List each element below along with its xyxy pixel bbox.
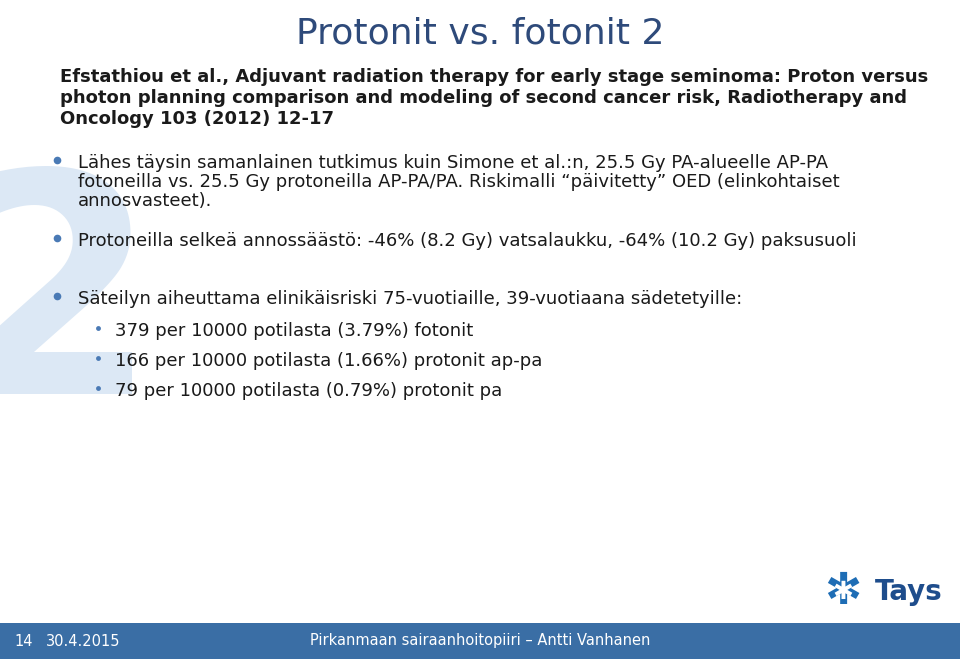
Text: ✱: ✱ <box>832 580 853 604</box>
Text: 30.4.2015: 30.4.2015 <box>46 633 121 648</box>
Text: Efstathiou et al., Adjuvant radiation therapy for early stage seminoma: Proton v: Efstathiou et al., Adjuvant radiation th… <box>60 68 928 86</box>
Text: 14: 14 <box>14 633 33 648</box>
Text: Protoneilla selkeä annossäästö: -46% (8.2 Gy) vatsalaukku, -64% (10.2 Gy) paksus: Protoneilla selkeä annossäästö: -46% (8.… <box>78 232 856 250</box>
Text: 2: 2 <box>0 161 158 459</box>
Text: 379 per 10000 potilasta (3.79%) fotonit: 379 per 10000 potilasta (3.79%) fotonit <box>115 322 473 340</box>
Text: 166 per 10000 potilasta (1.66%) protonit ap-pa: 166 per 10000 potilasta (1.66%) protonit… <box>115 352 542 370</box>
Text: Tays: Tays <box>875 578 943 606</box>
Text: Lähes täysin samanlainen tutkimus kuin Simone et al.:n, 25.5 Gy PA-alueelle AP-P: Lähes täysin samanlainen tutkimus kuin S… <box>78 154 828 172</box>
Text: Protonit vs. fotonit 2: Protonit vs. fotonit 2 <box>296 17 664 51</box>
Text: Pirkanmaan sairaanhoitopiiri – Antti Vanhanen: Pirkanmaan sairaanhoitopiiri – Antti Van… <box>310 633 650 648</box>
Text: ✱: ✱ <box>825 571 862 614</box>
Text: annosvasteet).: annosvasteet). <box>78 192 212 210</box>
Text: Säteilyn aiheuttama elinikäisriski 75-vuotiaille, 39-vuotiaana sädetetyille:: Säteilyn aiheuttama elinikäisriski 75-vu… <box>78 290 742 308</box>
Bar <box>0 623 960 659</box>
Text: Oncology 103 (2012) 12-17: Oncology 103 (2012) 12-17 <box>60 110 334 128</box>
Text: fotoneilla vs. 25.5 Gy protoneilla AP-PA/PA. Riskimalli “päivitetty” OED (elinko: fotoneilla vs. 25.5 Gy protoneilla AP-PA… <box>78 173 840 191</box>
Text: 79 per 10000 potilasta (0.79%) protonit pa: 79 per 10000 potilasta (0.79%) protonit … <box>115 382 502 400</box>
Text: photon planning comparison and modeling of second cancer risk, Radiotherapy and: photon planning comparison and modeling … <box>60 89 907 107</box>
